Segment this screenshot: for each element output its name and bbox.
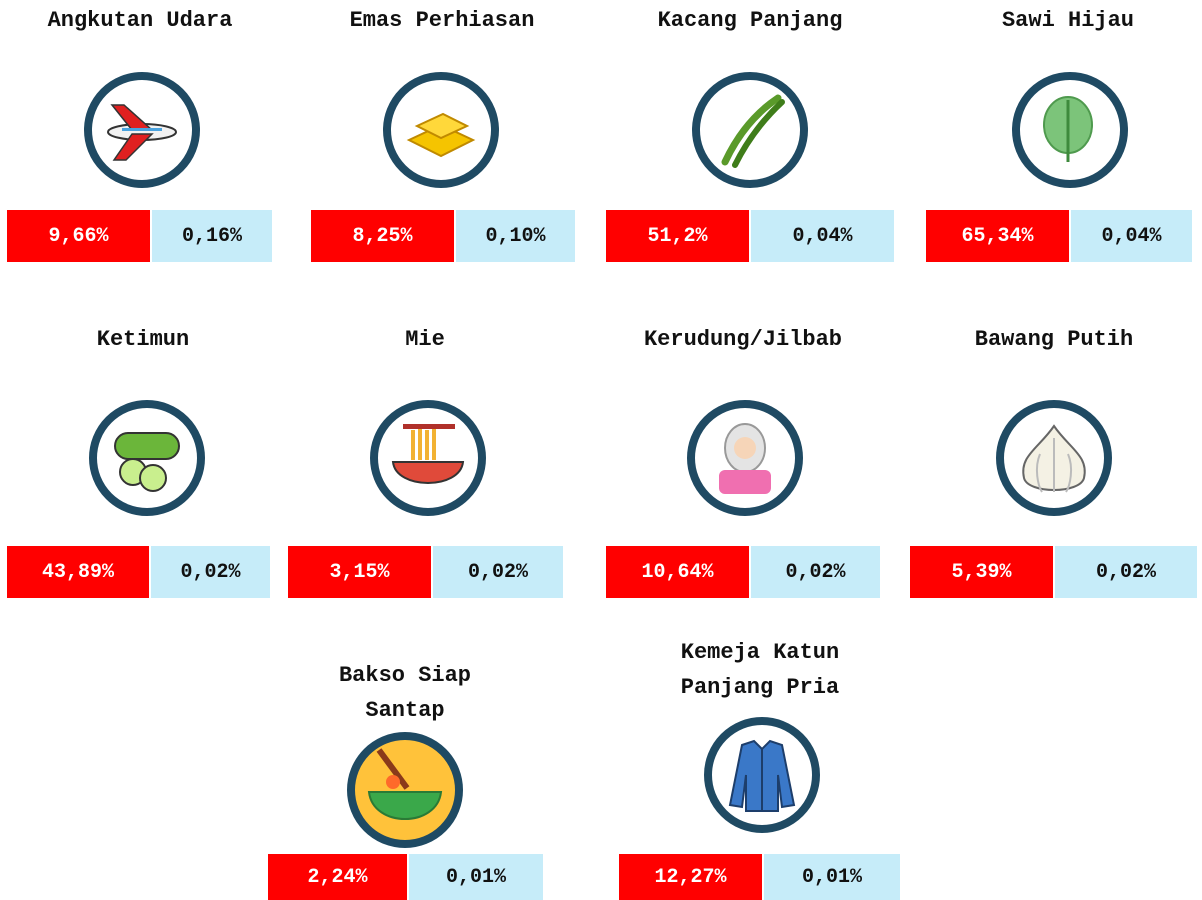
blue-value: 0,04% bbox=[1071, 210, 1192, 262]
item-title: Ketimun bbox=[96, 327, 190, 352]
blue-value: 0,02% bbox=[751, 546, 880, 598]
red-value: 65,34% bbox=[926, 210, 1069, 262]
blue-value: 0,04% bbox=[751, 210, 894, 262]
item-title: Angkutan Udara bbox=[47, 8, 233, 33]
item-icon bbox=[1012, 72, 1128, 188]
item-icon bbox=[84, 72, 200, 188]
blue-value: 0,10% bbox=[456, 210, 575, 262]
red-value: 3,15% bbox=[288, 546, 431, 598]
item-icon bbox=[370, 400, 486, 516]
item-title: Kerudung/Jilbab bbox=[643, 327, 843, 352]
item-title: Emas Perhiasan bbox=[349, 8, 535, 33]
item-title: Kemeja Katun Panjang Pria bbox=[680, 640, 840, 700]
item-icon bbox=[996, 400, 1112, 516]
blue-value: 0,01% bbox=[764, 854, 900, 900]
blue-value: 0,02% bbox=[1055, 546, 1197, 598]
blue-value: 0,02% bbox=[151, 546, 270, 598]
item-icon bbox=[704, 717, 820, 833]
red-value: 51,2% bbox=[606, 210, 749, 262]
blue-value: 0,01% bbox=[409, 854, 543, 900]
item-title: Mie bbox=[405, 327, 445, 352]
blue-value: 0,02% bbox=[433, 546, 563, 598]
item-title: Bawang Putih bbox=[974, 327, 1134, 352]
item-title: Kacang Panjang bbox=[657, 8, 843, 33]
red-value: 43,89% bbox=[7, 546, 149, 598]
red-value: 10,64% bbox=[606, 546, 749, 598]
red-value: 5,39% bbox=[910, 546, 1053, 598]
item-icon bbox=[692, 72, 808, 188]
blue-value: 0,16% bbox=[152, 210, 272, 262]
item-icon bbox=[347, 732, 463, 848]
red-value: 8,25% bbox=[311, 210, 454, 262]
red-value: 12,27% bbox=[619, 854, 762, 900]
red-value: 2,24% bbox=[268, 854, 407, 900]
item-icon bbox=[89, 400, 205, 516]
item-title: Bakso Siap Santap bbox=[338, 663, 472, 723]
item-title: Sawi Hijau bbox=[1001, 8, 1135, 33]
red-value: 9,66% bbox=[7, 210, 150, 262]
item-icon bbox=[687, 400, 803, 516]
item-icon bbox=[383, 72, 499, 188]
